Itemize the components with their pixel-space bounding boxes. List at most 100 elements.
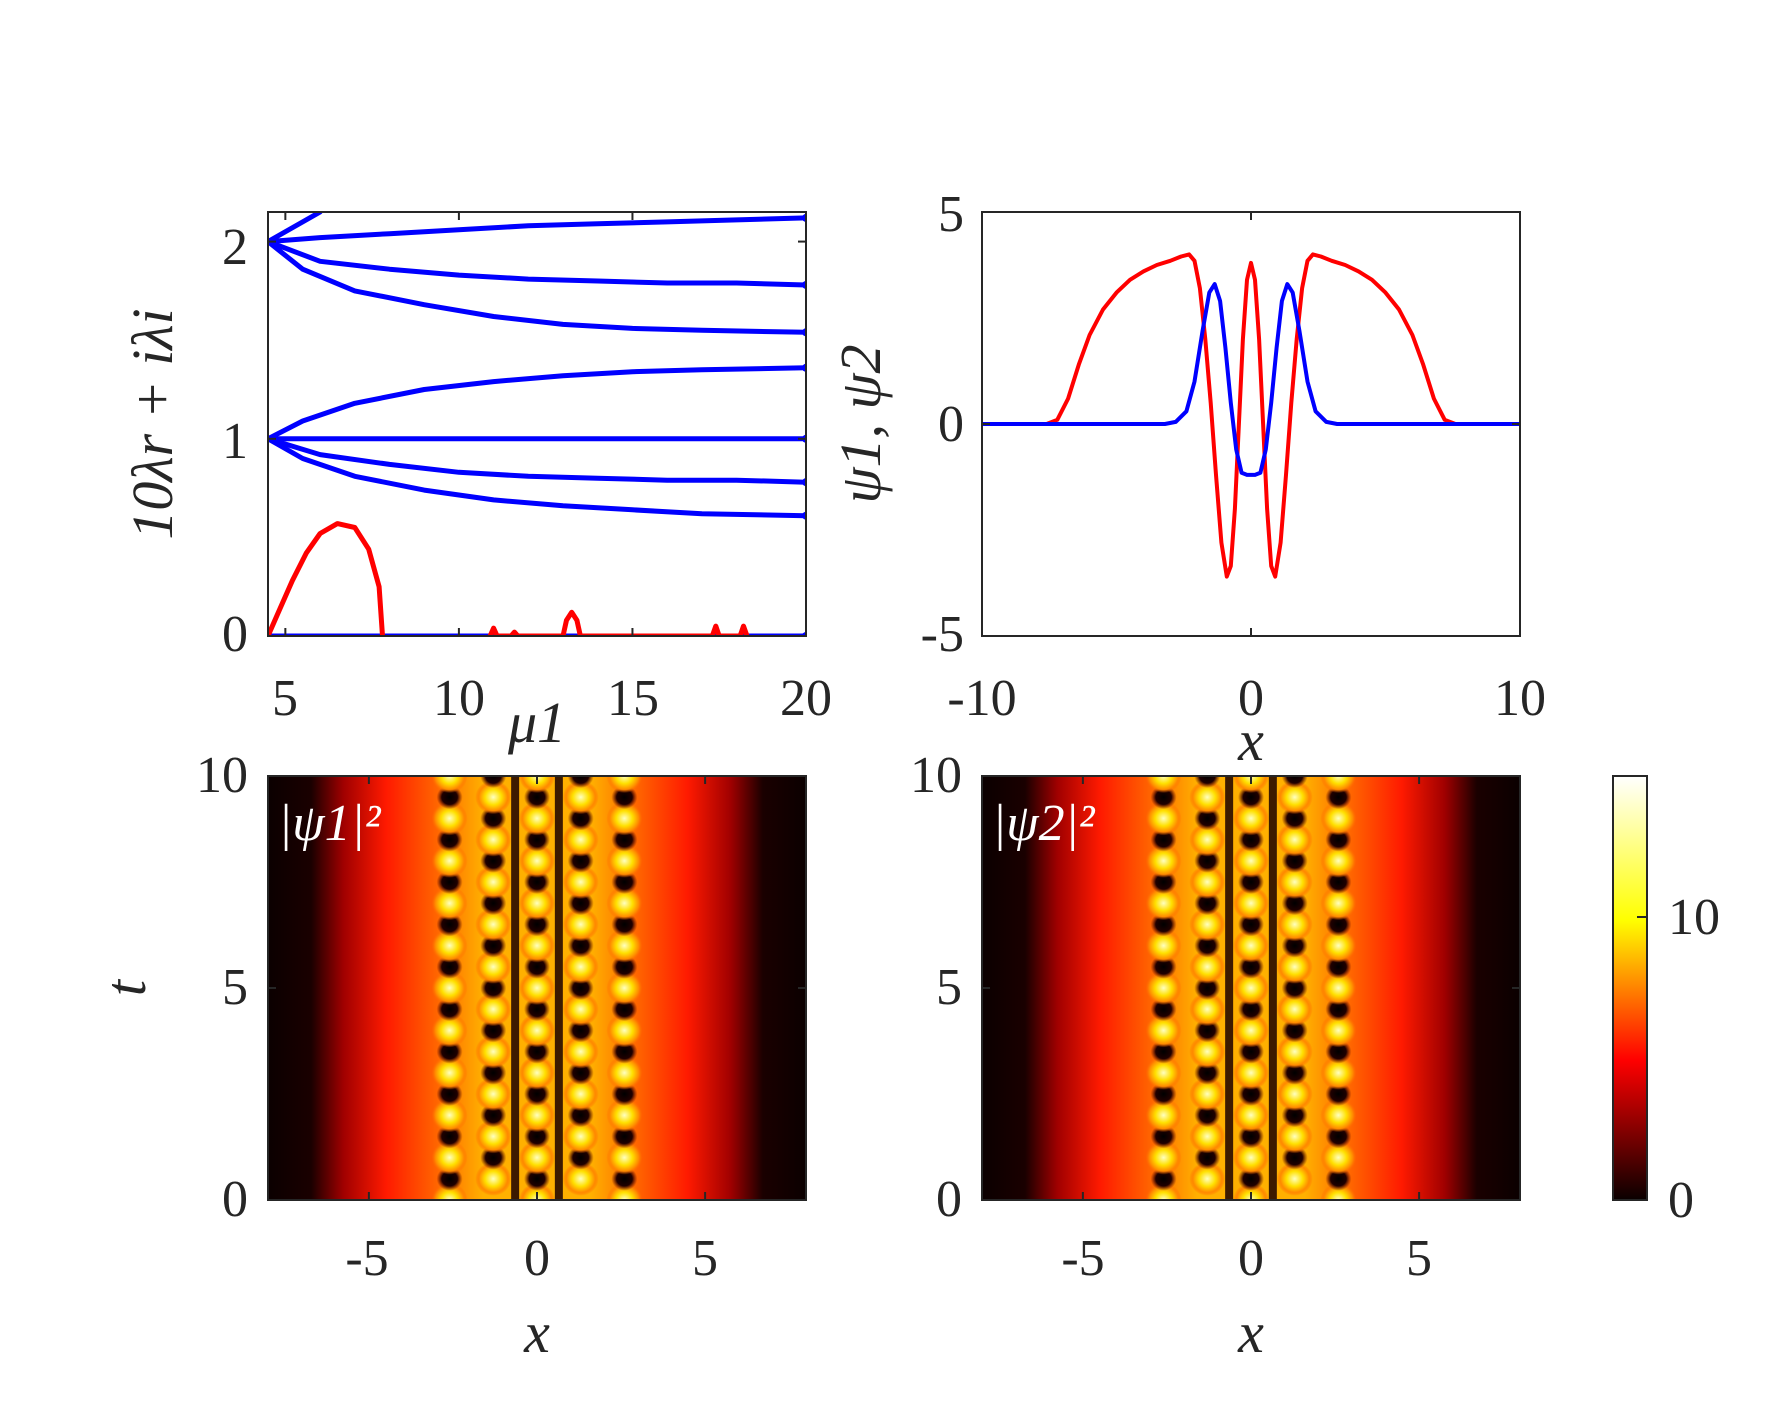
density-peak bbox=[1276, 1034, 1313, 1069]
y-tick-label: 10 bbox=[196, 747, 248, 804]
series-line bbox=[982, 282, 1520, 477]
x-tick-label: 0 bbox=[1238, 1230, 1264, 1287]
series-line bbox=[268, 521, 385, 636]
tick-marks bbox=[268, 775, 806, 1201]
density-peak bbox=[562, 949, 599, 984]
density-peak bbox=[1145, 1013, 1182, 1048]
density-peak bbox=[562, 1119, 599, 1154]
density-peak bbox=[1189, 992, 1226, 1027]
density-peak bbox=[1145, 886, 1182, 921]
panel-annotation: |ψ1|² bbox=[278, 795, 382, 852]
density-peak bbox=[1189, 738, 1225, 772]
density-peak bbox=[606, 801, 643, 836]
density-peak bbox=[1233, 1140, 1269, 1175]
density-peak bbox=[606, 886, 643, 921]
tick-marks bbox=[982, 775, 1520, 1201]
density-peak bbox=[475, 907, 512, 942]
density-peak bbox=[431, 1140, 468, 1175]
density-node bbox=[437, 743, 463, 767]
density-peak bbox=[1189, 1077, 1226, 1111]
density-peak bbox=[1145, 801, 1182, 836]
series-line bbox=[268, 212, 323, 245]
density-peak bbox=[431, 776, 468, 793]
series-line bbox=[268, 239, 806, 288]
density-peak bbox=[562, 822, 599, 857]
colorbar: 0 10 bbox=[1612, 775, 1720, 1229]
density-peak bbox=[562, 1077, 599, 1111]
heatmap-image bbox=[982, 722, 1520, 1200]
density-peak bbox=[519, 971, 555, 1005]
y-axis-label: 10λr + iλi bbox=[120, 308, 185, 539]
density-peak bbox=[1145, 1098, 1182, 1133]
density-peak bbox=[1233, 776, 1269, 793]
x-tick-label: 20 bbox=[780, 670, 832, 727]
density-peak bbox=[431, 1013, 468, 1048]
y-tick-label: 1 bbox=[222, 413, 248, 470]
density-peak bbox=[519, 801, 555, 836]
series-line bbox=[268, 239, 806, 335]
density-peak bbox=[606, 1055, 643, 1090]
x-tick-label: -10 bbox=[947, 670, 1016, 727]
panel-annotation: |ψ2|² bbox=[992, 795, 1096, 852]
density-peak bbox=[1276, 1119, 1313, 1154]
y-tick-label: 10 bbox=[910, 747, 962, 804]
density-peak bbox=[1320, 843, 1357, 878]
density-node bbox=[568, 722, 594, 746]
density-peak bbox=[1276, 865, 1313, 899]
y-tick-label: 0 bbox=[938, 396, 964, 453]
density-peak bbox=[431, 843, 468, 878]
density-peak bbox=[431, 886, 468, 921]
y-tick-label: 0 bbox=[222, 1171, 248, 1228]
series-line bbox=[268, 436, 806, 485]
density-peak bbox=[1320, 776, 1357, 793]
density-peak bbox=[1145, 1055, 1182, 1090]
x-tick-label: 5 bbox=[692, 1230, 718, 1287]
tick-marks bbox=[981, 211, 1521, 637]
density-peak bbox=[475, 822, 512, 857]
density-peak bbox=[606, 843, 643, 878]
density-node bbox=[1151, 743, 1177, 767]
density-peak bbox=[1320, 1013, 1357, 1048]
density-peak bbox=[519, 1140, 555, 1175]
density-peak bbox=[519, 776, 555, 793]
tick-marks bbox=[268, 212, 807, 637]
density-peak bbox=[1189, 907, 1226, 942]
density-peak bbox=[1276, 822, 1313, 857]
density-node bbox=[1325, 743, 1351, 767]
density-node bbox=[1194, 722, 1220, 746]
density-peak bbox=[431, 801, 468, 836]
density-peak bbox=[519, 1013, 555, 1048]
density-peak bbox=[1233, 1098, 1269, 1133]
density-peak bbox=[1189, 865, 1226, 899]
density-node-line bbox=[1268, 776, 1277, 1200]
x-axis-label: x bbox=[1237, 1300, 1264, 1365]
density-peak bbox=[475, 1077, 512, 1111]
density-peak bbox=[475, 865, 512, 899]
density-peak bbox=[1276, 1161, 1313, 1196]
density-peak bbox=[1145, 776, 1182, 793]
density-peak bbox=[475, 949, 512, 984]
density-peak bbox=[1145, 971, 1182, 1005]
density-peak bbox=[475, 1034, 512, 1069]
density-peak bbox=[606, 1013, 643, 1048]
density-peak bbox=[562, 865, 599, 899]
density-peak bbox=[519, 886, 555, 921]
density-peak bbox=[562, 907, 599, 942]
series-line bbox=[982, 252, 1520, 579]
density-peak bbox=[1233, 1055, 1269, 1090]
colorbar-frame bbox=[1612, 775, 1648, 1201]
density-peak bbox=[1189, 1034, 1226, 1069]
density-node-line bbox=[554, 776, 563, 1200]
density-node bbox=[1282, 722, 1308, 746]
density-peak bbox=[519, 928, 555, 963]
y-axis-label: ψ1, ψ2 bbox=[828, 344, 893, 503]
x-tick-label: 10 bbox=[433, 670, 485, 727]
series-line bbox=[487, 609, 750, 636]
density-peak bbox=[431, 1055, 468, 1090]
density-peak bbox=[1189, 1119, 1226, 1154]
density-peak bbox=[1320, 971, 1357, 1005]
density-peak bbox=[1320, 1055, 1357, 1090]
density-peak bbox=[1233, 928, 1269, 963]
density-node-line bbox=[511, 776, 520, 1200]
density-peak bbox=[519, 1098, 555, 1133]
